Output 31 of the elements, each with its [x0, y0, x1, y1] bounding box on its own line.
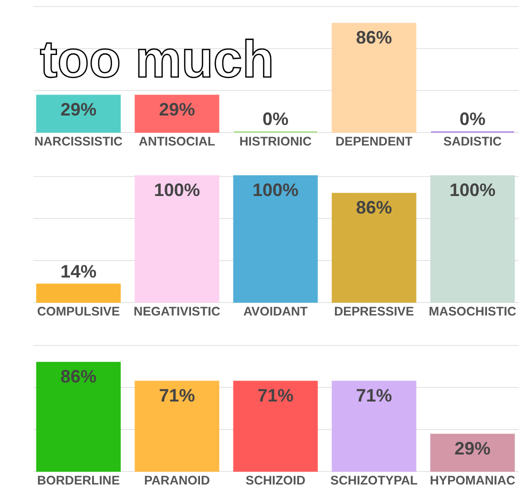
x-tick-label: HYPOMANIAC [430, 474, 516, 488]
x-tick-label: SADISTIC [443, 134, 502, 148]
x-tick-label: COMPULSIVE [37, 304, 120, 318]
x-tick-label: DEPENDENT [335, 134, 413, 148]
data-label: 29% [60, 99, 96, 120]
x-tick-label: AVOIDANT [243, 304, 308, 318]
data-label: 71% [356, 386, 392, 406]
data-label: 86% [356, 198, 392, 218]
data-label: 100% [154, 180, 200, 200]
data-label: 0% [460, 109, 486, 129]
x-tick-label: NEGATIVISTIC [134, 304, 220, 318]
data-label: 100% [450, 180, 496, 200]
data-label: 71% [158, 386, 195, 406]
x-tick-label: MASOCHISTIC [428, 304, 516, 318]
data-label: 86% [356, 28, 392, 48]
x-tick-label: NARCISSISTIC [34, 134, 123, 148]
data-label: 29% [158, 99, 195, 120]
x-tick-label: SCHIZOID [246, 474, 306, 488]
x-tick-label: BORDERLINE [37, 474, 120, 488]
data-label: 71% [257, 386, 294, 406]
x-tick-label: HISTRIONIC [239, 134, 312, 148]
x-tick-label: ANTISOCIAL [138, 134, 216, 148]
data-label: 0% [262, 109, 289, 129]
x-tick-label: SCHIZOTYPAL [330, 474, 418, 488]
text: too much [40, 31, 274, 89]
x-tick-label: PARANOID [144, 474, 210, 488]
x-tick-label: DEPRESSIVE [334, 304, 414, 318]
data-label: 29% [454, 438, 491, 458]
data-label: 86% [60, 366, 96, 387]
data-label: 100% [252, 180, 299, 200]
data-label: 14% [60, 261, 96, 282]
